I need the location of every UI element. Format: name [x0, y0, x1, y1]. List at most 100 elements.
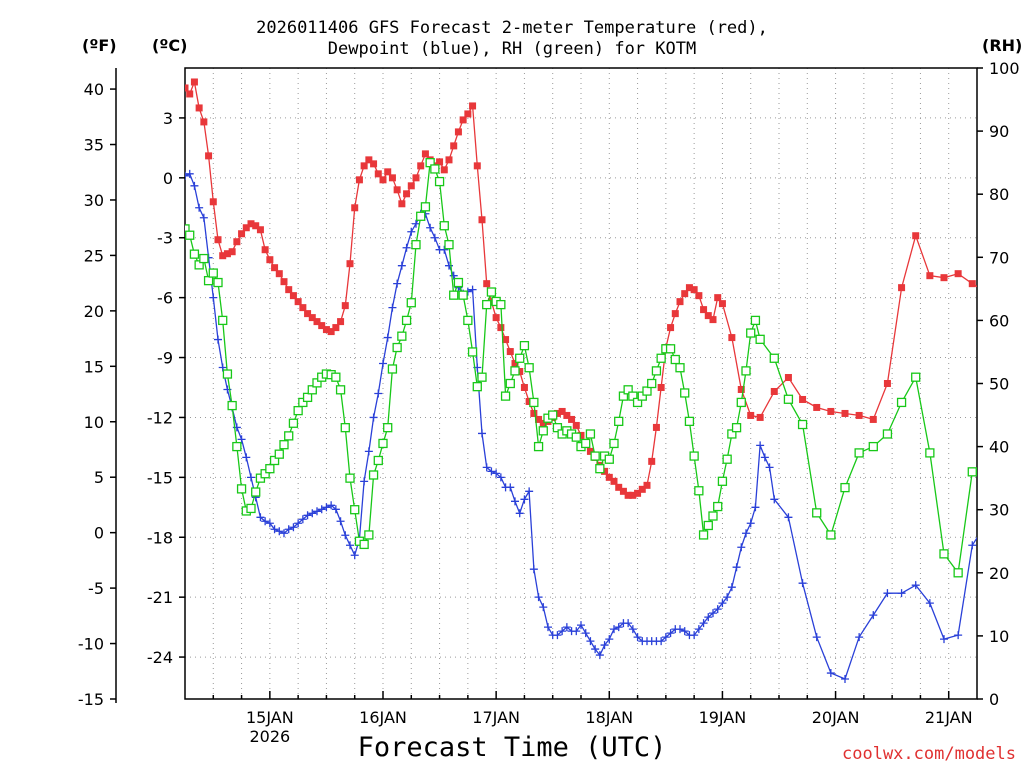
dewpoint-point [676, 625, 684, 634]
dewpoint-point [940, 635, 948, 644]
dewpoint-point [369, 413, 378, 422]
dewpoint-point [247, 473, 255, 482]
rh-point [194, 260, 204, 270]
dewpoint-point [826, 669, 835, 678]
dewpoint-point [713, 605, 722, 614]
rh-point [269, 455, 280, 466]
x-date-label: 18JAN [585, 708, 633, 727]
celsius-tick-label: -21 [147, 588, 173, 607]
temperature-point [883, 380, 891, 387]
temperature-point [869, 415, 877, 423]
fahrenheit-tick-label: -5 [88, 579, 104, 598]
temperature-point [539, 419, 547, 427]
fahrenheit-tick-label: 40 [84, 80, 104, 99]
rh-point [524, 363, 534, 373]
dewpoint-point [317, 505, 326, 514]
dewpoint-point [633, 633, 642, 642]
rh-point [642, 386, 652, 396]
rh-point [647, 378, 657, 389]
temperature-point [327, 328, 335, 336]
dewpoint-point [911, 581, 920, 590]
dewpoint-point [374, 389, 383, 398]
fahrenheit-tick-label: -10 [78, 635, 104, 654]
temperature-point [813, 403, 821, 411]
temperature-point [464, 110, 472, 118]
rh-point [590, 451, 600, 461]
temperature-point [256, 226, 264, 234]
dewpoint-point [185, 171, 189, 180]
rh-point [510, 366, 520, 376]
rh-point [717, 476, 728, 486]
rh-point [246, 503, 256, 514]
dewpoint-point [694, 625, 703, 634]
temperature-point [586, 447, 594, 455]
celsius-tick-label: -12 [147, 408, 173, 427]
temperature-point [355, 176, 363, 184]
dewpoint-point [242, 453, 251, 462]
rh-tick-label: 30 [989, 501, 1009, 520]
rh-point [387, 364, 398, 374]
temperature-point [233, 238, 241, 246]
dewpoint-point [605, 635, 614, 644]
rh-point [769, 353, 779, 363]
rh-point [364, 530, 374, 540]
dewpoint-point [195, 203, 204, 212]
rh-point [185, 230, 195, 240]
temperature-point [346, 260, 354, 268]
temperature-point [322, 326, 330, 334]
dewpoint-point [610, 625, 618, 634]
rh-point [232, 441, 242, 452]
temperature-point [337, 318, 345, 326]
dewpoint-point [699, 619, 708, 628]
dewpoint-point [727, 583, 736, 592]
temperature-point [247, 220, 255, 228]
dewpoint-point [256, 513, 265, 522]
dewpoint-point [628, 625, 637, 634]
temperature-point [275, 270, 283, 278]
rh-point [515, 353, 525, 363]
credit-link[interactable]: coolwx.com/models [842, 744, 1016, 764]
temperature-point [737, 385, 745, 393]
temperature-point [483, 280, 491, 288]
temperature-point [497, 324, 505, 332]
dewpoint-point [577, 621, 585, 630]
dewpoint-point [572, 627, 581, 636]
rh-point [378, 438, 388, 449]
rh-point [925, 448, 935, 458]
dewpoint-point [883, 589, 892, 598]
temperature-point [728, 334, 736, 342]
rh-point [595, 464, 605, 474]
dewpoint-point [680, 627, 689, 636]
dewpoint-point [440, 245, 449, 254]
rh-point [755, 334, 765, 344]
temperature-point [747, 411, 755, 419]
dewpoint-point [190, 181, 199, 190]
dewpoint-point [534, 593, 543, 602]
temperature-point [332, 324, 340, 332]
temperature-point [492, 314, 500, 322]
dewpoint-point [265, 519, 274, 528]
temperature-point [681, 290, 689, 298]
rh-point [383, 423, 393, 433]
temperature-point [634, 489, 642, 497]
temperature-point [784, 374, 792, 382]
rh-point [939, 549, 949, 559]
dewpoint-point [723, 593, 732, 602]
dewpoint-point [751, 503, 760, 512]
rh-point [529, 397, 539, 408]
temperature-point [365, 156, 373, 164]
rh-point [1011, 446, 1019, 454]
rh-tick-label: 90 [989, 122, 1009, 141]
dewpoint-point [657, 637, 666, 646]
dewpoint-point [449, 271, 458, 280]
fahrenheit-tick-label: 20 [84, 302, 104, 321]
rh-tick-label: 100 [989, 59, 1020, 78]
rh-point [797, 419, 808, 430]
fahrenheit-unit-label: (ºF) [82, 36, 117, 55]
temperature-point [997, 298, 1004, 305]
dewpoint-point [336, 517, 345, 526]
temperature-point [412, 174, 420, 182]
temperature-point [223, 250, 231, 258]
dewpoint-point [407, 227, 416, 236]
temperature-point [756, 413, 764, 421]
